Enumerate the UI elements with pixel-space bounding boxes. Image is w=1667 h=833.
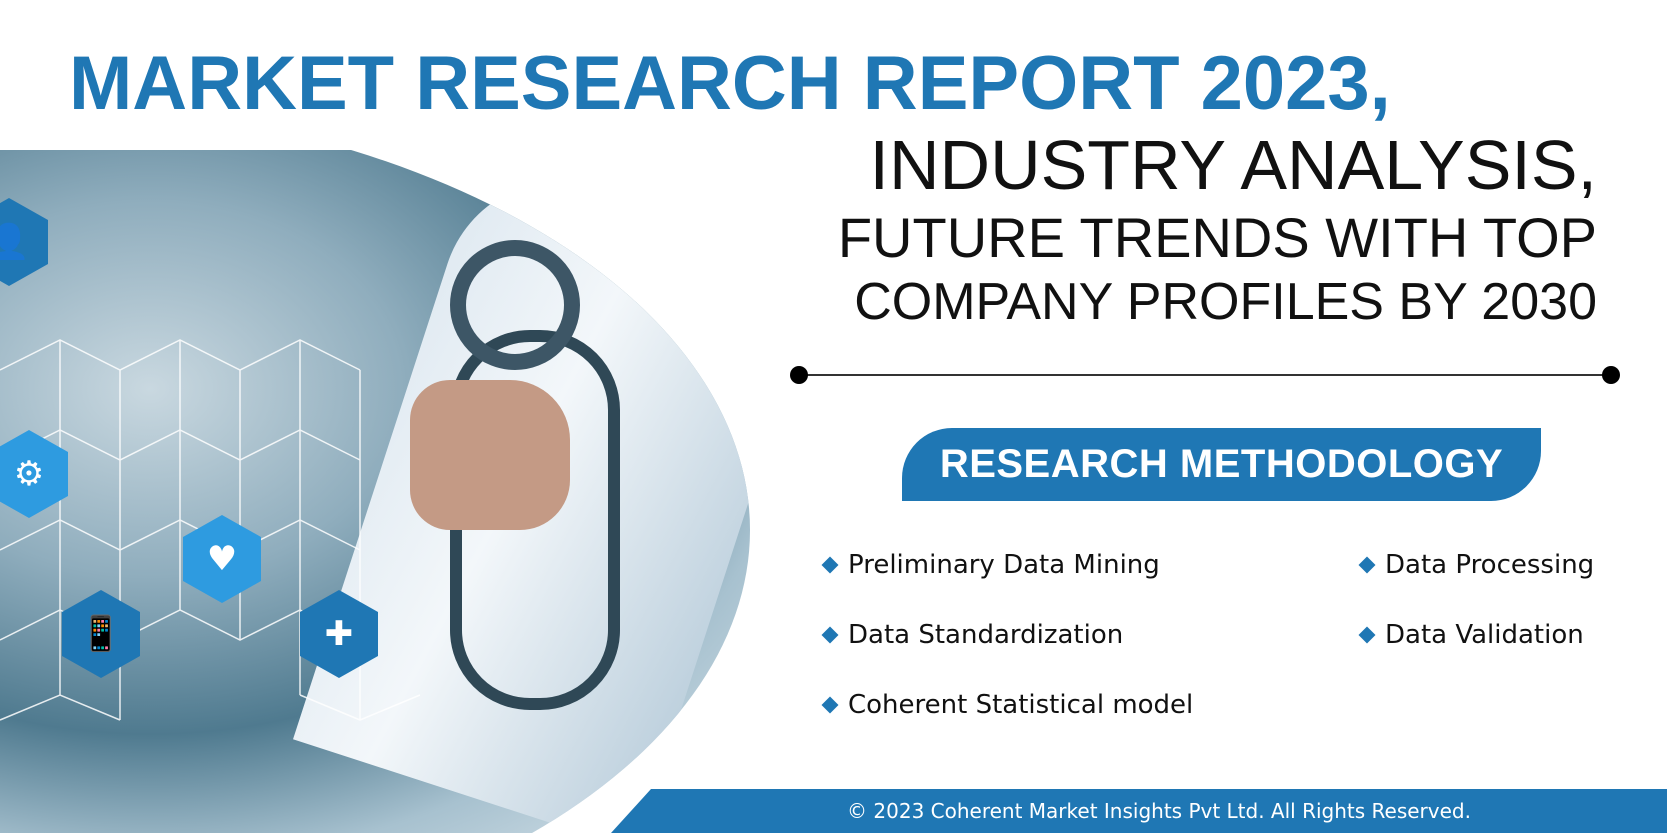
methodology-item: Data Processing <box>1358 550 1595 580</box>
methodology-label: Data Validation <box>1385 620 1584 650</box>
diamond-bullet-icon <box>1358 556 1376 574</box>
divider-dot-right <box>1602 366 1620 384</box>
headline-line4: COMPANY PROFILES BY 2030 <box>854 273 1597 331</box>
stethoscope-chestpiece <box>450 240 580 370</box>
methodology-item: Data Standardization <box>821 620 1124 650</box>
headline-line1: MARKET RESEARCH REPORT 2023, <box>69 41 1391 126</box>
copyright-text: © 2023 Coherent Market Insights Pvt Ltd.… <box>847 799 1471 823</box>
diamond-bullet-icon <box>821 626 839 644</box>
doctor-icon: ✚ <box>300 590 378 678</box>
mobile-ecg-icon: 📱 <box>62 590 140 678</box>
methodology-label: Preliminary Data Mining <box>848 550 1160 580</box>
methodology-item: Data Validation <box>1358 620 1584 650</box>
methodology-label: Data Processing <box>1385 550 1595 580</box>
methodology-label: Coherent Statistical model <box>848 690 1194 720</box>
diamond-bullet-icon <box>1358 626 1376 644</box>
hand <box>410 380 570 530</box>
divider-line <box>799 374 1611 376</box>
methodology-item: Coherent Statistical model <box>821 690 1194 720</box>
divider-dot-left <box>790 366 808 384</box>
headline-line3: FUTURE TRENDS WITH TOP <box>837 206 1597 269</box>
footer-bar: © 2023 Coherent Market Insights Pvt Ltd.… <box>611 789 1667 833</box>
headline-line2: INDUSTRY ANALYSIS, <box>869 126 1597 204</box>
methodology-item: Preliminary Data Mining <box>821 550 1160 580</box>
heart-hand-icon: ♥ <box>183 515 261 603</box>
diamond-bullet-icon <box>821 696 839 714</box>
diamond-bullet-icon <box>821 556 839 574</box>
methodology-label: Data Standardization <box>848 620 1124 650</box>
section-title: RESEARCH METHODOLOGY <box>902 428 1541 501</box>
hexagon-network <box>0 339 420 721</box>
